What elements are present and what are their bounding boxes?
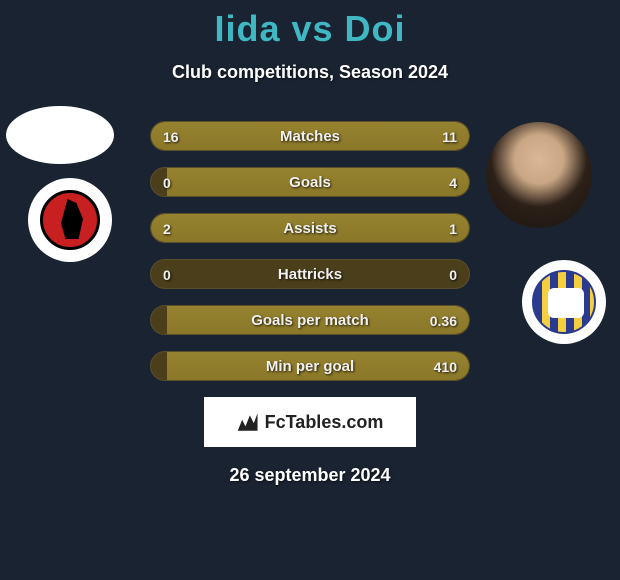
club-left-emblem-icon	[40, 190, 100, 250]
bar-label: Hattricks	[151, 260, 469, 289]
bar-assists: 2 Assists 1	[150, 213, 470, 243]
bar-label: Goals	[151, 168, 469, 197]
bar-value-right: 4	[449, 168, 457, 197]
comparison-bars: 16 Matches 11 0 Goals 4 2 Assists 1 0 Ha…	[150, 121, 470, 381]
bar-label: Matches	[151, 122, 469, 151]
bar-value-right: 410	[434, 352, 457, 381]
bar-value-right: 0	[449, 260, 457, 289]
bar-label: Min per goal	[151, 352, 469, 381]
bar-hattricks: 0 Hattricks 0	[150, 259, 470, 289]
bar-min-per-goal: Min per goal 410	[150, 351, 470, 381]
club-right-emblem-icon	[532, 270, 596, 334]
page-title: Iida vs Doi	[0, 0, 620, 50]
club-left-badge	[28, 178, 112, 262]
bar-goals-per-match: Goals per match 0.36	[150, 305, 470, 335]
bar-value-right: 11	[442, 122, 457, 151]
brand-badge: FcTables.com	[204, 397, 416, 447]
date-text: 26 september 2024	[0, 465, 620, 486]
bar-value-right: 1	[449, 214, 457, 243]
bar-matches: 16 Matches 11	[150, 121, 470, 151]
bar-label: Assists	[151, 214, 469, 243]
player-left-avatar	[6, 106, 114, 164]
bar-goals: 0 Goals 4	[150, 167, 470, 197]
player-right-avatar	[486, 122, 592, 228]
bar-label: Goals per match	[151, 306, 469, 335]
chart-icon	[237, 411, 259, 433]
club-right-badge	[522, 260, 606, 344]
brand-text: FcTables.com	[265, 412, 384, 433]
bar-value-right: 0.36	[430, 306, 457, 335]
subtitle: Club competitions, Season 2024	[0, 62, 620, 83]
